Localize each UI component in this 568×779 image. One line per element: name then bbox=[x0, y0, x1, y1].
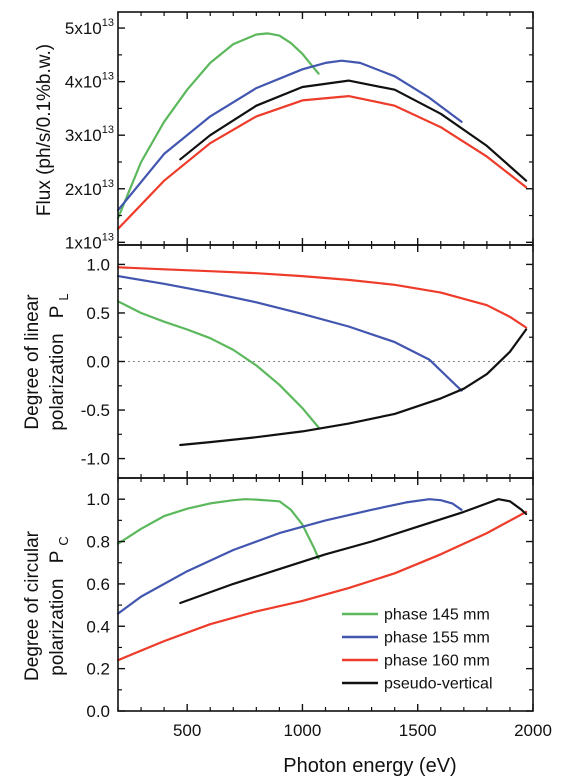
series-phase160-flux bbox=[116, 95, 528, 230]
x-axis-label: Photon energy (eV) bbox=[283, 755, 456, 777]
series-phase145-flux bbox=[116, 32, 320, 220]
y-tick-label: 0.0 bbox=[86, 353, 110, 372]
flux-y-label: Flux (ph/s/0.1%b.w.) bbox=[34, 44, 55, 216]
series-pseudo-circular bbox=[179, 498, 528, 605]
legend: phase 145 mm phase 155 mm phase 160 mm pseu… bbox=[342, 607, 493, 693]
series-phase155-linear bbox=[116, 275, 463, 392]
y-tick-label: 0.8 bbox=[86, 533, 110, 552]
legend-label: phase 160 mm bbox=[384, 653, 490, 670]
linear-y-label-word: polarization bbox=[47, 333, 68, 430]
y-tick-label: 0.6 bbox=[86, 575, 110, 594]
y-tick-label: 0.0 bbox=[86, 702, 110, 721]
linear-y-label: Degree of linear polarization P L bbox=[22, 293, 71, 430]
series-phase160-linear bbox=[116, 266, 528, 329]
y-tick-label: -0.5 bbox=[81, 401, 110, 420]
legend-label: phase 145 mm bbox=[384, 607, 490, 624]
linear-y-label-line1: Degree of linear bbox=[22, 294, 43, 430]
series-phase145-linear bbox=[116, 300, 320, 429]
circular-symbol: P bbox=[47, 551, 68, 563]
series-phase145-circular bbox=[116, 498, 320, 560]
legend-entry-phase145: phase 145 mm bbox=[342, 607, 490, 624]
y-tick-label: 1.0 bbox=[86, 490, 110, 509]
legend-label: phase 155 mm bbox=[384, 630, 490, 647]
y-tick-label: 0.5 bbox=[86, 304, 110, 323]
legend-entry-phase155: phase 155 mm bbox=[342, 630, 490, 647]
y-tick-label: 1.0 bbox=[86, 255, 110, 274]
circular-y-label: Degree of circular polarization P C bbox=[22, 530, 71, 681]
circular-y-label-line2: polarization P C bbox=[47, 536, 71, 675]
circular-y-label-line1: Degree of circular bbox=[22, 530, 43, 681]
panel-linear: -1.0 -0.5 0.0 0.5 1.0 bbox=[81, 244, 534, 479]
series-phase160-circular bbox=[116, 510, 528, 662]
y-tick-label: 3x1013 bbox=[65, 124, 114, 145]
y-tick-label: -1.0 bbox=[81, 450, 110, 469]
series-phase155-circular bbox=[116, 498, 463, 615]
legend-entry-phase160: phase 160 mm bbox=[342, 653, 490, 670]
y-tick-label: 2x1013 bbox=[65, 178, 114, 199]
x-tick-label: 1000 bbox=[284, 721, 322, 740]
y-tick-label: 5x1013 bbox=[65, 17, 114, 38]
plot-frame-linear bbox=[117, 244, 534, 479]
series-pseudo-linear bbox=[179, 328, 528, 447]
panels: 1x1013 2x1013 3x1013 4x1013 5x1013 -1.0 -0.5 0.… bbox=[65, 11, 552, 740]
legend-entry-pseudo: pseudo-vertical bbox=[342, 676, 493, 693]
panel-flux: 1x1013 2x1013 3x1013 4x1013 5x1013 bbox=[65, 11, 534, 252]
linear-y-label-line2: polarization P L bbox=[47, 293, 71, 430]
legend-label: pseudo-vertical bbox=[384, 676, 493, 693]
panel-circular: 0.0 0.2 0.4 0.6 0.8 1.0 500 1000 1500 2000 bbox=[86, 477, 552, 740]
y-tick-label: 4x1013 bbox=[65, 71, 114, 92]
plot-frame-flux bbox=[117, 11, 534, 246]
linear-symbol-sub: L bbox=[56, 293, 71, 300]
x-tick-label: 1500 bbox=[399, 721, 437, 740]
circular-y-label-word: polarization bbox=[47, 579, 68, 676]
circular-symbol-sub: C bbox=[56, 536, 71, 545]
y-tick-label: 0.4 bbox=[86, 617, 110, 636]
y-tick-label: 1x1013 bbox=[65, 231, 114, 252]
series-pseudo-flux bbox=[179, 79, 528, 182]
y-tick-label: 0.2 bbox=[86, 660, 110, 679]
series-phase155-flux bbox=[116, 59, 463, 212]
x-tick-label: 2000 bbox=[514, 721, 552, 740]
x-tick-label: 500 bbox=[173, 721, 201, 740]
linear-symbol: P bbox=[47, 306, 68, 318]
